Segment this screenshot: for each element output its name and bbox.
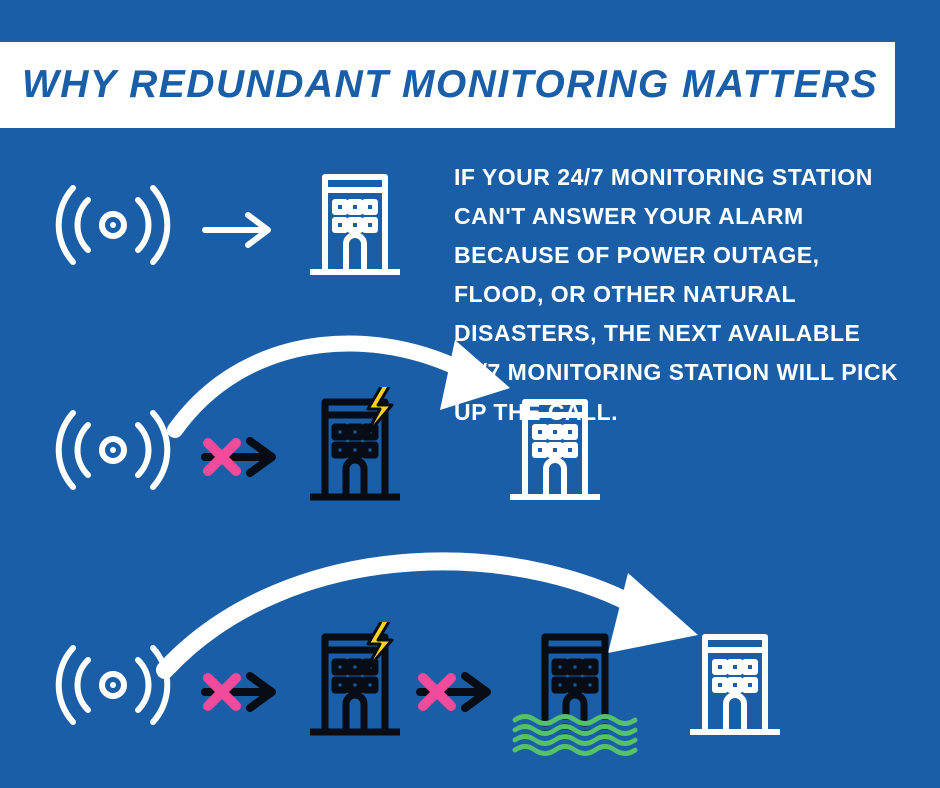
- signal-icon: [38, 180, 188, 270]
- arrow-icon: [200, 210, 280, 250]
- page-title: WHY REDUNDANT MONITORING MATTERS: [22, 63, 878, 107]
- blocked-arrow-icon: [415, 670, 500, 714]
- building-outage-icon: [290, 622, 420, 752]
- signal-icon: [38, 405, 188, 495]
- signal-icon: [38, 640, 188, 730]
- blocked-arrow-icon: [200, 435, 285, 479]
- title-bar: WHY REDUNDANT MONITORING MATTERS: [0, 42, 895, 128]
- building-icon: [290, 162, 420, 292]
- building-outage-icon: [290, 387, 420, 517]
- building-icon: [670, 622, 800, 752]
- building-icon: [490, 387, 620, 517]
- blocked-arrow-icon: [200, 670, 285, 714]
- building-flood-icon: [500, 622, 650, 762]
